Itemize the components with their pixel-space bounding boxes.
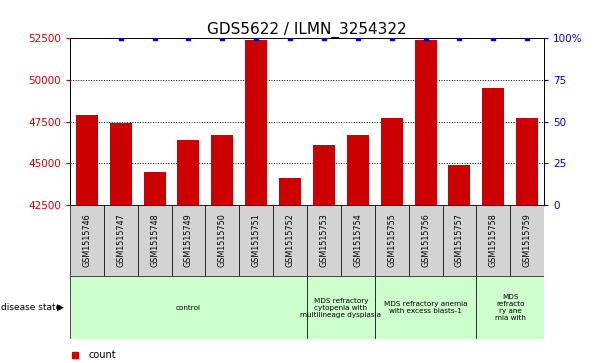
Bar [482, 88, 505, 205]
Text: GSM1515751: GSM1515751 [252, 213, 261, 268]
Text: GSM1515747: GSM1515747 [116, 213, 125, 268]
Text: GSM1515754: GSM1515754 [353, 213, 362, 268]
Text: MDS
refracto
ry ane
mia with: MDS refracto ry ane mia with [495, 294, 526, 321]
Bar [477, 276, 544, 339]
Bar [347, 135, 369, 205]
Bar [307, 276, 375, 339]
Bar [137, 205, 171, 276]
Text: GSM1515749: GSM1515749 [184, 213, 193, 268]
Bar [510, 205, 544, 276]
Text: MDS refractory anemia
with excess blasts-1: MDS refractory anemia with excess blasts… [384, 301, 468, 314]
Text: count: count [89, 350, 117, 360]
Bar [341, 205, 375, 276]
Text: control: control [176, 305, 201, 311]
Bar [109, 123, 132, 205]
Text: GSM1515753: GSM1515753 [319, 213, 328, 268]
Bar [178, 140, 199, 205]
Bar [76, 115, 98, 205]
Bar [375, 276, 477, 339]
Bar [104, 205, 137, 276]
Title: GDS5622 / ILMN_3254322: GDS5622 / ILMN_3254322 [207, 22, 407, 38]
Bar [375, 205, 409, 276]
Bar [381, 118, 402, 205]
Bar [212, 135, 233, 205]
Bar [206, 205, 240, 276]
Bar [70, 205, 104, 276]
Text: GSM1515757: GSM1515757 [455, 213, 464, 268]
Bar [70, 276, 307, 339]
Bar [240, 205, 273, 276]
Text: ▶: ▶ [57, 303, 63, 312]
Text: disease state: disease state [1, 303, 61, 312]
Bar [143, 172, 165, 205]
Bar [449, 165, 471, 205]
Text: GSM1515759: GSM1515759 [523, 213, 532, 268]
Bar [279, 178, 301, 205]
Bar [171, 205, 206, 276]
Bar [516, 118, 538, 205]
Text: GSM1515758: GSM1515758 [489, 213, 498, 268]
Text: MDS refractory
cytopenia with
multilineage dysplasia: MDS refractory cytopenia with multilinea… [300, 298, 381, 318]
Text: GSM1515756: GSM1515756 [421, 213, 430, 268]
Bar [313, 145, 335, 205]
Bar [409, 205, 443, 276]
Bar [477, 205, 510, 276]
Text: GSM1515752: GSM1515752 [286, 213, 295, 268]
Bar [307, 205, 341, 276]
Bar [273, 205, 307, 276]
Text: GSM1515748: GSM1515748 [150, 214, 159, 267]
Text: GSM1515750: GSM1515750 [218, 213, 227, 268]
Bar [245, 40, 268, 205]
Text: GSM1515755: GSM1515755 [387, 213, 396, 268]
Bar [443, 205, 477, 276]
Bar [415, 40, 437, 205]
Text: GSM1515746: GSM1515746 [82, 214, 91, 267]
